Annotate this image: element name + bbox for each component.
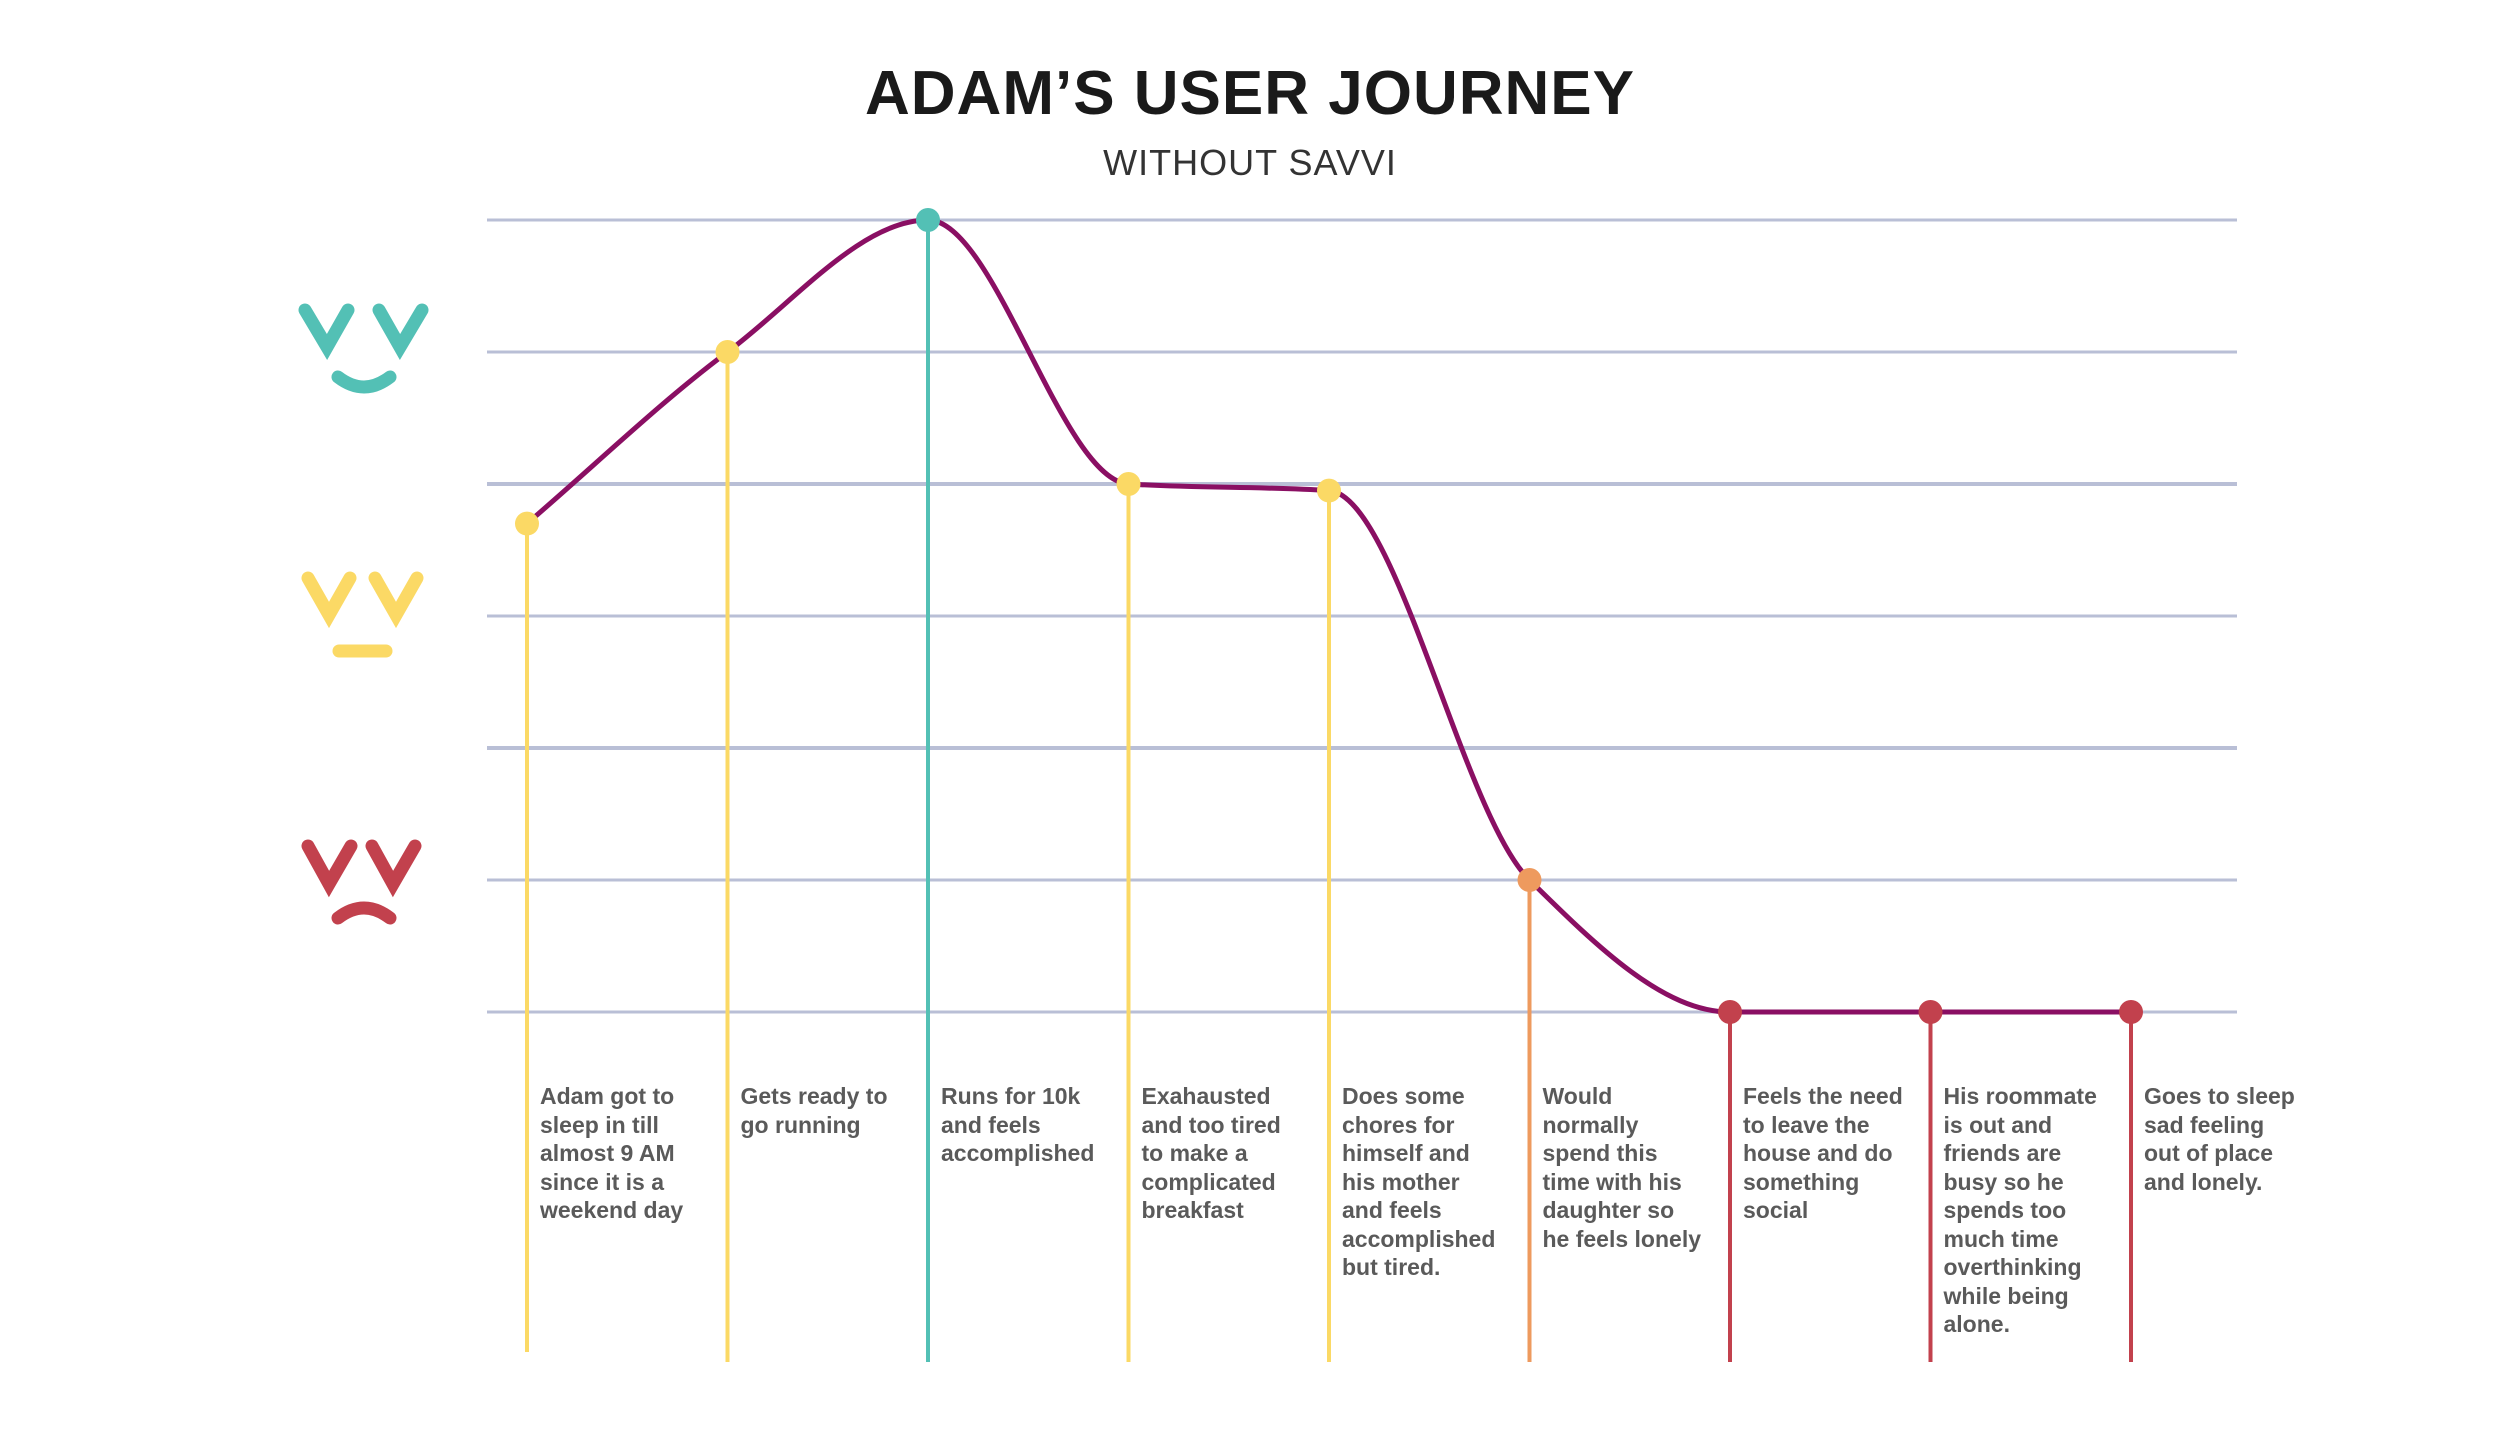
neutral-face-icon — [301, 571, 424, 658]
page-subtitle: WITHOUT SAVVI — [1103, 142, 1397, 183]
step-marker — [515, 511, 539, 536]
happy-face-icon — [298, 303, 429, 394]
step-marker — [1918, 1000, 1943, 1024]
step-description: Would normally spend this time with his … — [1542, 1083, 1702, 1252]
step-description: Does some chores for himself and his mot… — [1342, 1083, 1496, 1280]
step-marker — [1517, 868, 1542, 892]
sad-face-icon — [301, 839, 422, 925]
step-marker — [1116, 472, 1141, 496]
step-markers — [515, 208, 2143, 1024]
step-description: His roommate is out and friends are busy… — [1943, 1083, 2097, 1337]
step-marker — [1718, 1000, 1742, 1024]
step-description: Feels the need to leave the house and do… — [1743, 1083, 1903, 1223]
step-description: Gets ready to go running — [740, 1083, 888, 1138]
step-marker — [2119, 1000, 2143, 1024]
page-title: ADAM’S USER JOURNEY — [865, 59, 1635, 128]
step-marker — [1317, 478, 1341, 503]
step-description: Runs for 10k and feels accomplished — [941, 1083, 1095, 1166]
step-marker — [916, 208, 940, 232]
step-description: Goes to sleep sad feeling out of place a… — [2144, 1083, 2295, 1195]
step-description: Exahausted and too tired to make a compl… — [1141, 1083, 1281, 1223]
gridlines — [487, 218, 2237, 1014]
step-stems — [525, 220, 2133, 1362]
step-description: Adam got to sleep in till almost 9 AM si… — [540, 1083, 684, 1223]
step-marker — [715, 340, 740, 364]
